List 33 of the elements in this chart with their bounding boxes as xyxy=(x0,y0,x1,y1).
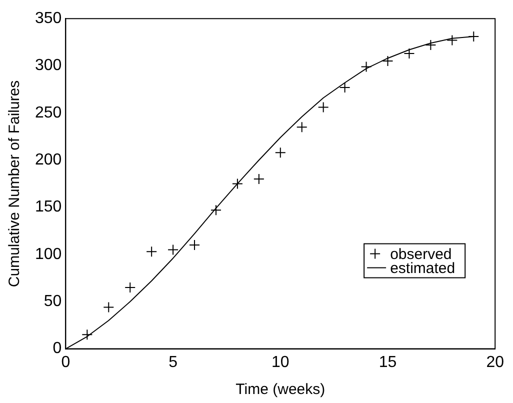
point xyxy=(446,34,458,46)
point xyxy=(253,173,264,184)
y-tick-label: 350 xyxy=(34,10,62,28)
x-axis-title: Time (weeks) xyxy=(236,381,326,398)
y-tick-label: 0 xyxy=(52,340,62,358)
point xyxy=(168,244,179,256)
x-tick-label: 5 xyxy=(168,354,178,371)
point xyxy=(404,48,415,60)
point xyxy=(210,204,222,216)
x-tick-label: 10 xyxy=(272,354,290,371)
point xyxy=(318,102,329,113)
point xyxy=(425,40,436,51)
y-tick-label: 50 xyxy=(44,293,62,310)
y-tick-label: 100 xyxy=(34,246,62,263)
point xyxy=(382,56,394,67)
y-tick-label: 250 xyxy=(34,104,62,122)
point xyxy=(296,122,308,133)
point xyxy=(274,147,286,158)
y-tick-label: 200 xyxy=(34,152,62,169)
x-tick-label: 15 xyxy=(378,354,397,371)
point xyxy=(468,31,480,42)
y-axis-title: Cumulative Number of Failures xyxy=(6,80,24,288)
point xyxy=(146,246,158,258)
point xyxy=(82,329,93,340)
point xyxy=(124,282,136,293)
point xyxy=(339,82,350,93)
y-tick-label: 300 xyxy=(34,57,62,74)
point xyxy=(232,178,243,190)
point xyxy=(103,302,114,313)
point xyxy=(189,240,200,251)
point xyxy=(360,61,372,72)
y-tick-label: 150 xyxy=(34,198,62,216)
x-tick-label: 20 xyxy=(486,354,504,371)
